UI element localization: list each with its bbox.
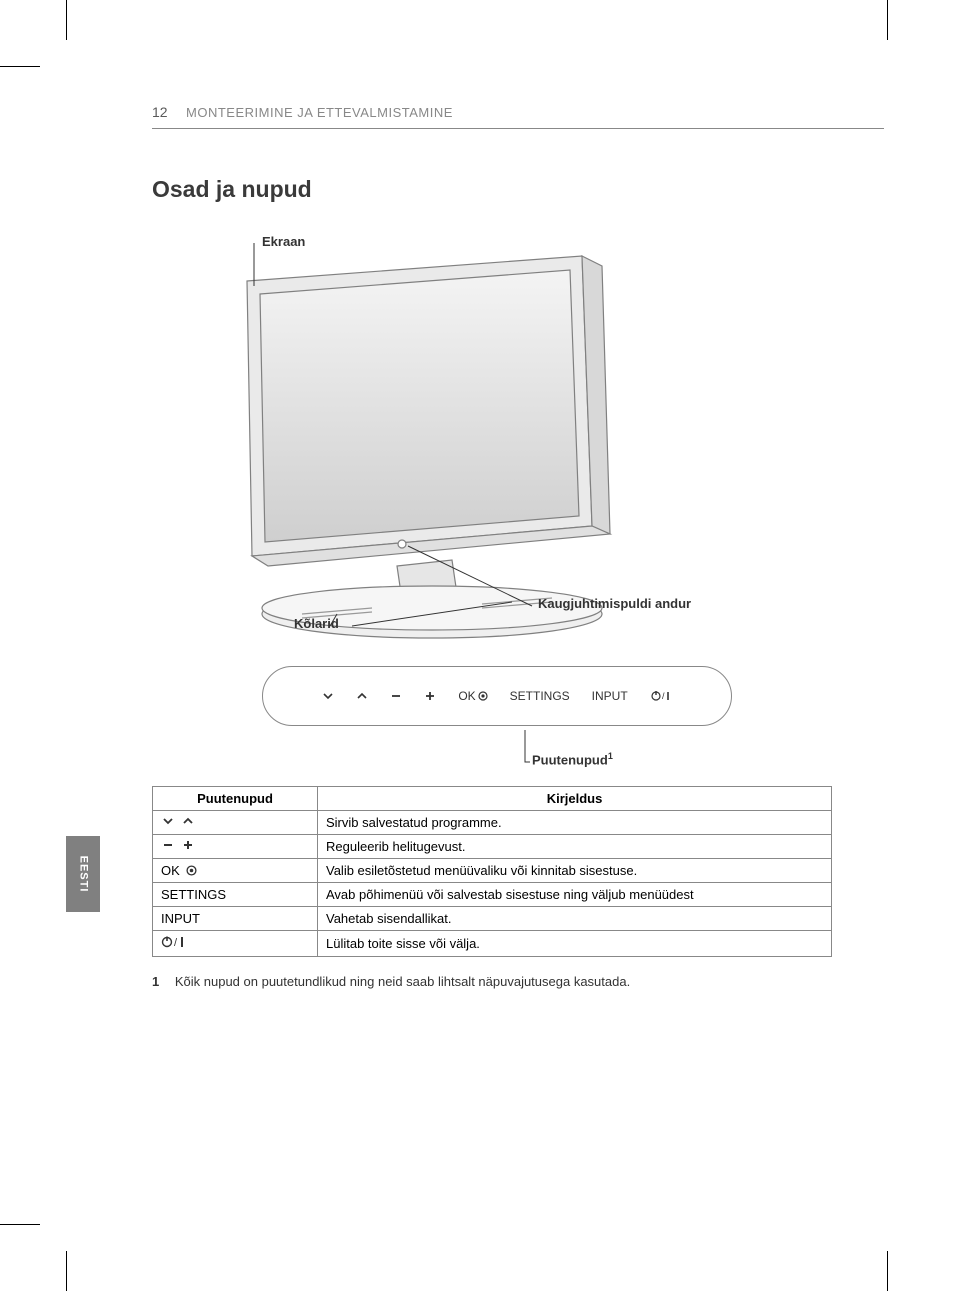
table-row: Reguleerib helitugevust. xyxy=(153,835,832,859)
diagram-label-puutenupud-text: Puutenupud xyxy=(532,752,608,767)
plus-icon xyxy=(181,839,195,851)
settings-button-label: SETTINGS xyxy=(510,689,570,703)
table-cell-description: Valib esiletõstetud menüüvaliku või kinn… xyxy=(318,859,832,883)
crop-mark xyxy=(887,1251,888,1291)
table-cell-description: Lülitab toite sisse või välja. xyxy=(318,931,832,957)
table-row: Sirvib salvestatud programme. xyxy=(153,811,832,835)
diagram-label-puutenupud: Puutenupud1 xyxy=(532,751,613,767)
header-title: MONTEERIMINE JA ETTEVALMISTAMINE xyxy=(186,105,453,120)
svg-text:/: / xyxy=(174,937,178,949)
section-title: Osad ja nupud xyxy=(152,176,312,203)
diagram-label-puutenupud-super: 1 xyxy=(608,751,613,761)
minus-icon xyxy=(161,839,175,851)
table-cell-button: OK xyxy=(153,859,318,883)
footnote-number: 1 xyxy=(152,974,159,989)
diagram-label-andur: Kaugjuhtimispuldi andur xyxy=(538,596,691,611)
chevron-down-icon xyxy=(161,815,175,827)
crop-mark xyxy=(0,1224,40,1225)
minus-icon xyxy=(390,690,402,702)
table-cell-button: INPUT xyxy=(153,907,318,931)
target-icon xyxy=(186,865,197,876)
chevron-up-icon xyxy=(356,690,368,702)
diagram-label-kolarid: Kõlarid xyxy=(294,616,339,631)
touch-button-row: OK SETTINGS INPUT / xyxy=(262,666,732,726)
table-header-button: Puutenupud xyxy=(153,787,318,811)
power-icon: / xyxy=(650,690,672,702)
table-header-description: Kirjeldus xyxy=(318,787,832,811)
footnote-text: Kõik nupud on puutetundlikud ning neid s… xyxy=(175,974,630,989)
table-cell-button xyxy=(153,835,318,859)
ok-text: OK xyxy=(161,863,180,878)
language-tab-label: EESTI xyxy=(77,856,89,893)
table-cell-description: Avab põhimenüü või salvestab sisestuse n… xyxy=(318,883,832,907)
page-number: 12 xyxy=(152,104,168,120)
table-cell-button: / xyxy=(153,931,318,957)
tv-diagram: Ekraan Kõlarid Kaugjuhtimispuldi andur P… xyxy=(152,226,832,806)
chevron-down-icon xyxy=(322,690,334,702)
table-cell-description: Vahetab sisendallikat. xyxy=(318,907,832,931)
table-cell-button: SETTINGS xyxy=(153,883,318,907)
table-row: SETTINGS Avab põhimenüü või salvestab si… xyxy=(153,883,832,907)
table-row: OK Valib esiletõstetud menüüvaliku või k… xyxy=(153,859,832,883)
input-button-label: INPUT xyxy=(592,689,628,703)
crop-mark xyxy=(0,66,40,67)
svg-text:/: / xyxy=(662,691,665,701)
plus-icon xyxy=(424,690,436,702)
footnote: 1 Kõik nupud on puutetundlikud ning neid… xyxy=(152,974,630,989)
table-row: INPUT Vahetab sisendallikat. xyxy=(153,907,832,931)
crop-mark xyxy=(66,1251,67,1291)
crop-mark xyxy=(66,0,67,40)
table-cell-description: Reguleerib helitugevust. xyxy=(318,835,832,859)
crop-mark xyxy=(887,0,888,40)
ok-button-label: OK xyxy=(458,689,487,703)
chevron-up-icon xyxy=(181,815,195,827)
table-header-row: Puutenupud Kirjeldus xyxy=(153,787,832,811)
table-row: / Lülitab toite sisse või välja. xyxy=(153,931,832,957)
power-icon: / xyxy=(161,935,187,949)
ok-text: OK xyxy=(458,689,475,703)
table-cell-description: Sirvib salvestatud programme. xyxy=(318,811,832,835)
page-header: 12 MONTEERIMINE JA ETTEVALMISTAMINE xyxy=(152,104,884,129)
language-tab: EESTI xyxy=(66,836,100,912)
diagram-label-ekraan: Ekraan xyxy=(262,234,305,249)
page-content: 12 MONTEERIMINE JA ETTEVALMISTAMINE EEST… xyxy=(66,66,888,1225)
table-cell-button xyxy=(153,811,318,835)
touch-buttons-table: Puutenupud Kirjeldus Sirvib salvestatud … xyxy=(152,786,832,957)
